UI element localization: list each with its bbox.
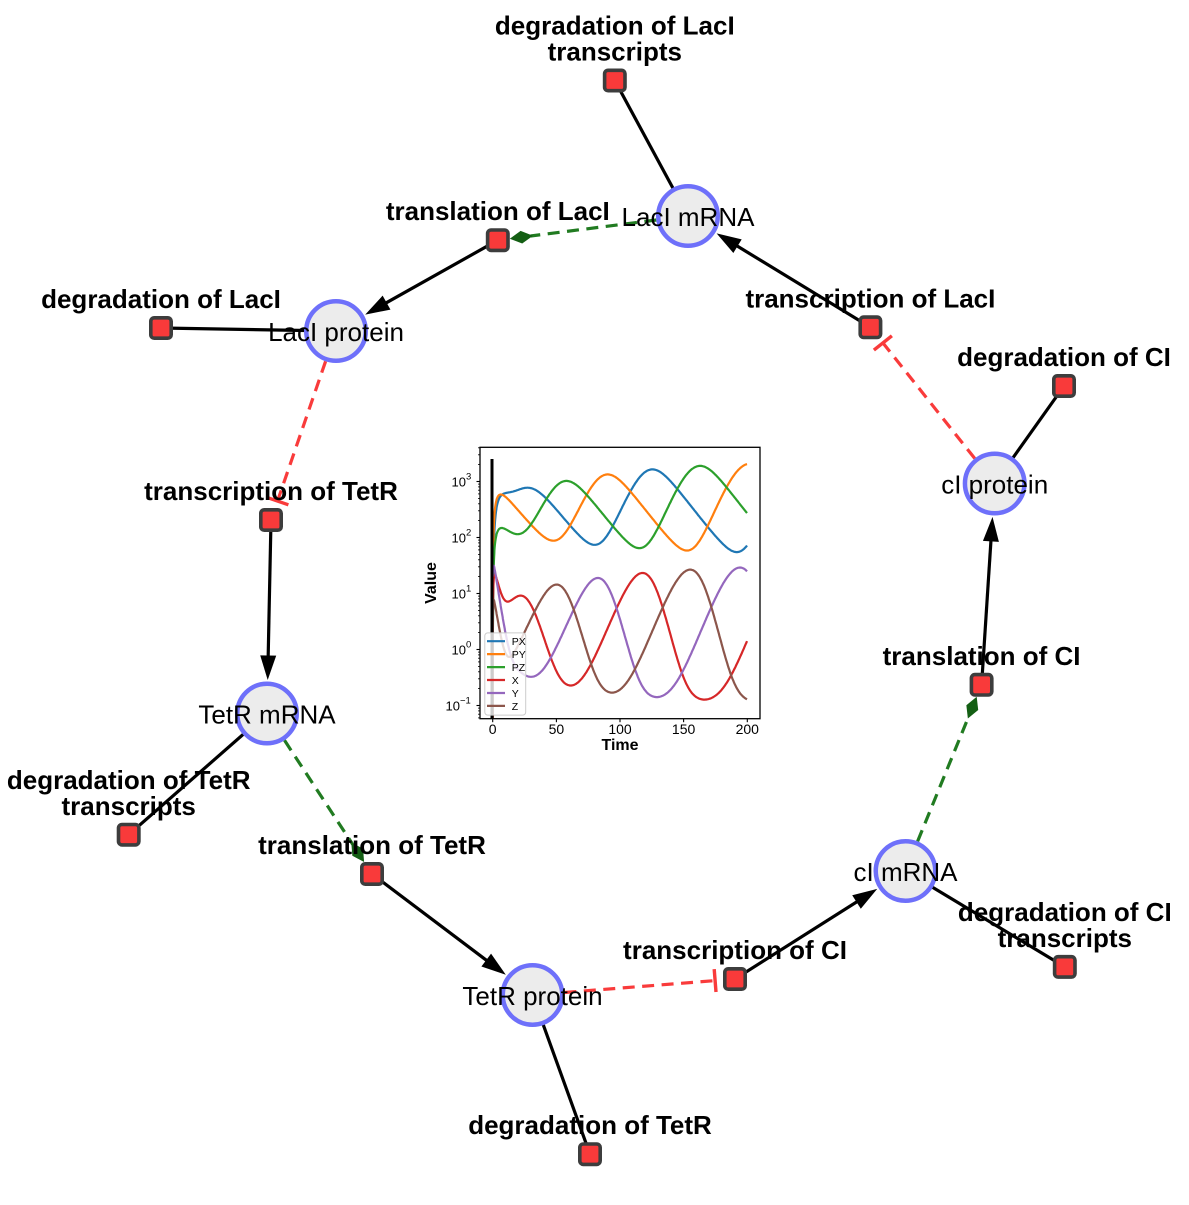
svg-text:10: 10: [452, 587, 466, 602]
svg-text:PX: PX: [512, 636, 526, 648]
svg-text:transcripts: transcripts: [62, 791, 196, 821]
svg-text:200: 200: [736, 721, 760, 737]
svg-text:translation of LacI: translation of LacI: [386, 196, 610, 226]
svg-text:degradation of LacI: degradation of LacI: [41, 284, 281, 314]
svg-text:Value: Value: [423, 562, 440, 604]
svg-text:cI mRNA: cI mRNA: [854, 857, 959, 887]
svg-text:LacI mRNA: LacI mRNA: [622, 202, 756, 232]
svg-text:degradation of LacI: degradation of LacI: [495, 11, 735, 41]
svg-text:TetR mRNA: TetR mRNA: [198, 700, 336, 730]
svg-text:150: 150: [672, 721, 696, 737]
svg-text:10: 10: [452, 475, 466, 490]
svg-text:Y: Y: [512, 688, 519, 700]
svg-text:LacI protein: LacI protein: [268, 317, 404, 347]
svg-text:0: 0: [466, 640, 471, 651]
svg-text:−1: −1: [460, 696, 471, 707]
svg-text:cI protein: cI protein: [941, 470, 1048, 500]
svg-text:PY: PY: [512, 649, 526, 661]
svg-text:Z: Z: [512, 701, 519, 713]
svg-text:PZ: PZ: [512, 662, 526, 674]
svg-text:50: 50: [549, 721, 565, 737]
svg-text:10: 10: [452, 643, 466, 658]
svg-text:2: 2: [466, 528, 471, 539]
svg-text:transcription of TetR: transcription of TetR: [144, 476, 398, 506]
svg-text:translation of CI: translation of CI: [883, 641, 1081, 671]
svg-text:degradation of CI: degradation of CI: [957, 342, 1171, 372]
svg-text:translation of TetR: translation of TetR: [258, 830, 486, 860]
svg-text:100: 100: [608, 721, 632, 737]
svg-text:10: 10: [446, 699, 460, 714]
svg-text:transcripts: transcripts: [998, 923, 1132, 953]
svg-text:1: 1: [466, 584, 471, 595]
svg-text:TetR protein: TetR protein: [462, 981, 602, 1011]
svg-text:transcription of LacI: transcription of LacI: [745, 283, 995, 313]
svg-text:3: 3: [466, 472, 471, 483]
svg-text:transcripts: transcripts: [548, 37, 682, 67]
svg-text:0: 0: [489, 721, 497, 737]
svg-text:degradation of CI: degradation of CI: [958, 897, 1172, 927]
svg-text:Time: Time: [601, 737, 638, 754]
svg-text:X: X: [512, 675, 519, 687]
svg-text:10: 10: [452, 531, 466, 546]
svg-text:degradation of TetR: degradation of TetR: [468, 1110, 712, 1140]
svg-text:transcription of CI: transcription of CI: [623, 935, 847, 965]
svg-text:degradation of TetR: degradation of TetR: [7, 765, 251, 795]
